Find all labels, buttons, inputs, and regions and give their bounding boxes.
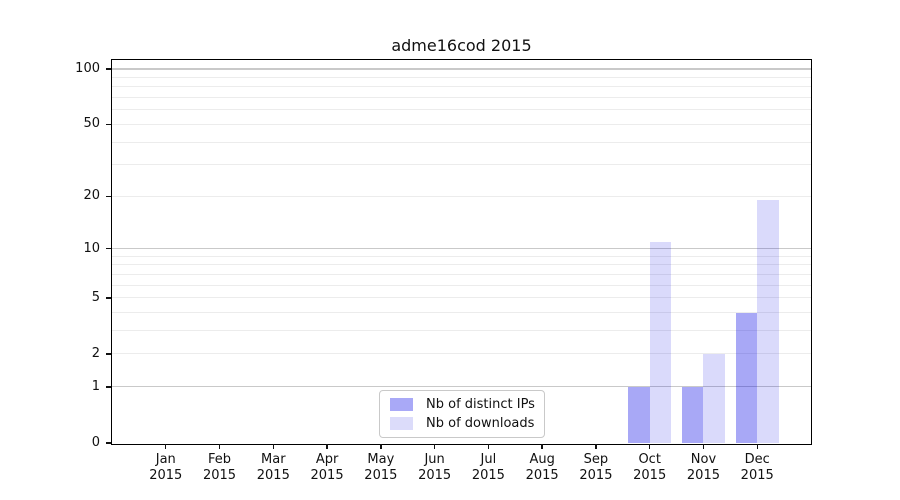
x-tick-label-jul: Jul 2015 — [453, 452, 523, 484]
gridline-minor-4 — [112, 312, 811, 314]
gridline-minor-5 — [112, 297, 811, 299]
y-tick-mark-100 — [106, 68, 111, 70]
x-tick-month: Dec — [744, 452, 770, 467]
x-tick-mark-apr — [326, 444, 328, 449]
legend-swatch-downloads-icon — [390, 417, 413, 430]
x-tick-mark-jun — [433, 444, 436, 449]
legend-swatch-distinct-ips-icon — [390, 398, 413, 411]
x-tick-label-apr: Apr 2015 — [292, 452, 362, 484]
gridline-minor-3 — [112, 330, 811, 332]
x-tick-label-jan: Jan 2015 — [131, 452, 201, 484]
legend: Nb of distinct IPs Nb of downloads — [379, 390, 545, 438]
x-tick-label-feb: Feb 2015 — [185, 452, 255, 484]
y-tick-label-100: 100 — [75, 61, 100, 77]
x-tick-month: Jun — [424, 452, 445, 467]
legend-label-downloads: Nb of downloads — [426, 415, 535, 431]
legend-entry-downloads: Nb of downloads — [390, 415, 544, 431]
bar-downloads-dec — [757, 200, 779, 443]
x-tick-month: May — [367, 452, 395, 467]
x-tick-year: 2015 — [256, 468, 290, 483]
y-tick-mark-50 — [106, 123, 111, 126]
x-tick-mark-may — [380, 444, 382, 449]
bar-distinct-ips-nov — [681, 386, 704, 443]
x-tick-mark-nov — [702, 444, 705, 449]
gridline-minor-80 — [112, 86, 811, 88]
x-tick-label-dec: Dec 2015 — [722, 452, 792, 484]
x-tick-month: Mar — [261, 452, 286, 467]
x-tick-year: 2015 — [633, 468, 667, 483]
gridline-minor-8 — [112, 264, 811, 266]
bar-downloads-oct — [649, 241, 672, 443]
x-tick-label-jun: Jun 2015 — [400, 452, 470, 484]
x-tick-month: Feb — [208, 452, 232, 467]
y-tick-label-5: 5 — [91, 289, 100, 305]
gridline-major-100 — [112, 68, 811, 70]
x-tick-mark-feb — [218, 444, 221, 449]
x-tick-year: 2015 — [310, 468, 344, 483]
gridline-minor-50 — [112, 123, 811, 125]
x-tick-label-aug: Aug 2015 — [507, 452, 577, 484]
y-tick-mark-1 — [106, 386, 111, 388]
gridline-minor-9 — [112, 255, 811, 257]
bar-distinct-ips-dec — [735, 312, 758, 443]
bar-distinct-ips-oct — [628, 386, 650, 443]
x-tick-year: 2015 — [418, 468, 452, 483]
gridline-minor-70 — [112, 97, 811, 99]
legend-label-distinct-ips: Nb of distinct IPs — [426, 396, 535, 412]
y-tick-mark-20 — [106, 195, 111, 198]
x-tick-year: 2015 — [149, 468, 183, 483]
x-tick-mark-dec — [756, 444, 758, 449]
gridline-minor-20 — [112, 195, 811, 197]
x-tick-year: 2015 — [364, 468, 398, 483]
x-tick-year: 2015 — [740, 468, 774, 483]
gridline-minor-30 — [112, 164, 811, 166]
x-tick-mark-oct — [648, 444, 651, 449]
x-tick-mark-mar — [272, 444, 274, 449]
gridline-minor-7 — [112, 274, 811, 276]
x-tick-mark-sep — [595, 444, 597, 449]
x-tick-label-sep: Sep 2015 — [561, 452, 631, 484]
x-tick-label-mar: Mar 2015 — [238, 452, 308, 484]
x-tick-month: Aug — [529, 452, 555, 467]
y-tick-label-2: 2 — [91, 345, 100, 361]
x-tick-year: 2015 — [686, 468, 720, 483]
y-tick-label-0: 0 — [91, 435, 100, 450]
gridline-minor-6 — [112, 284, 811, 286]
x-tick-month: Sep — [583, 452, 609, 467]
x-tick-mark-jan — [165, 444, 167, 449]
legend-entry-distinct-ips: Nb of distinct IPs — [390, 396, 544, 412]
y-tick-mark-0 — [106, 442, 111, 444]
gridline-major-1 — [112, 386, 811, 388]
x-tick-month: Jul — [480, 452, 497, 467]
y-tick-label-10: 10 — [83, 240, 100, 256]
gridline-minor-90 — [112, 77, 811, 79]
chart-title: adme16cod 2015 — [391, 36, 532, 55]
x-tick-label-may: May 2015 — [346, 452, 416, 484]
y-tick-mark-10 — [106, 248, 111, 250]
x-tick-month: Jan — [155, 452, 176, 467]
y-tick-label-1: 1 — [91, 378, 100, 394]
x-tick-label-oct: Oct 2015 — [615, 452, 685, 484]
x-tick-mark-aug — [541, 444, 543, 449]
x-tick-month: Nov — [690, 452, 717, 467]
gridline-minor-60 — [112, 109, 811, 111]
x-tick-month: Oct — [638, 452, 661, 467]
x-tick-year: 2015 — [202, 468, 237, 483]
gridline-major-10 — [112, 248, 811, 250]
y-tick-mark-5 — [106, 297, 111, 299]
bar-downloads-nov — [703, 353, 725, 443]
x-tick-year: 2015 — [471, 468, 505, 483]
y-tick-mark-2 — [106, 353, 111, 355]
gridline-minor-2 — [112, 353, 811, 355]
gridline-minor-40 — [112, 141, 811, 143]
x-tick-year: 2015 — [579, 468, 613, 483]
x-tick-month: Apr — [315, 452, 339, 467]
x-tick-mark-jul — [487, 444, 490, 449]
y-tick-label-20: 20 — [83, 188, 100, 204]
y-tick-label-50: 50 — [83, 116, 100, 132]
x-tick-year: 2015 — [525, 468, 559, 483]
x-tick-label-nov: Nov 2015 — [668, 452, 738, 484]
